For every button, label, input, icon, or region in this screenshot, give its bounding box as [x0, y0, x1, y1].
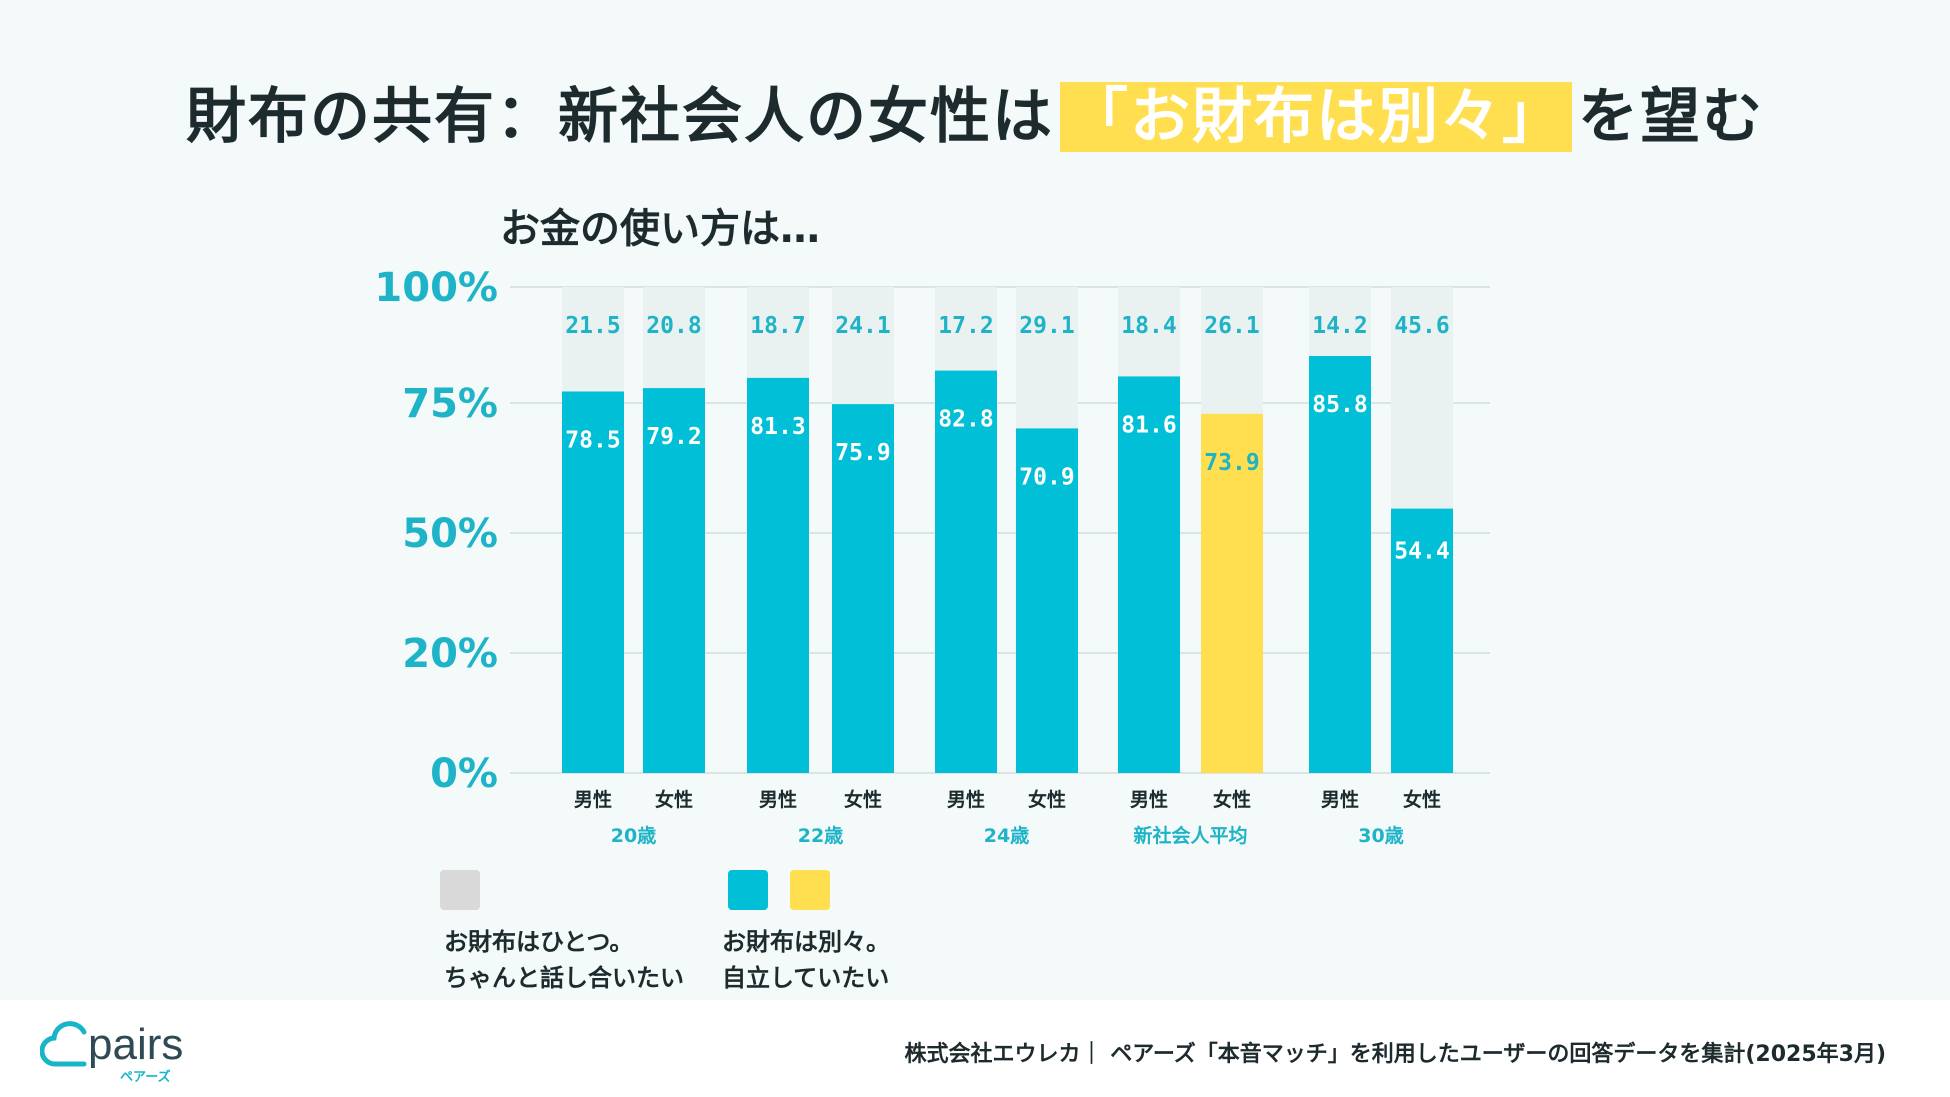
- data-label-separate: 73.9: [1204, 450, 1259, 476]
- x-group-label: 30歳: [1358, 825, 1403, 847]
- x-tick-label-gender: 女性: [1028, 788, 1066, 811]
- x-tick-label-gender: 女性: [844, 788, 882, 811]
- bar-segment-separate: [562, 391, 624, 773]
- bar-segment-separate: [832, 404, 894, 773]
- chart-subtitle: お金の使い方は…: [500, 206, 820, 252]
- legend-label-one: お財布はひとつ。 ちゃんと話し合いたい: [444, 924, 684, 996]
- data-label-separate: 85.8: [1312, 392, 1367, 418]
- bar-segment-one: [562, 287, 624, 392]
- data-label-separate: 82.8: [938, 407, 993, 433]
- title-highlight: 「お財布は別々」: [1060, 82, 1572, 152]
- legend-one-line2: ちゃんと話し合いたい: [444, 964, 684, 992]
- legend-swatch-one: [440, 870, 480, 910]
- title-after: を望む: [1578, 82, 1764, 152]
- data-label-separate: 75.9: [835, 440, 890, 466]
- data-label-one: 18.7: [750, 313, 805, 339]
- data-label-separate: 78.5: [565, 427, 620, 453]
- legend-separate-line2: 自立していたい: [722, 964, 890, 992]
- x-tick-label-gender: 女性: [1403, 788, 1441, 811]
- x-tick-label-gender: 男性: [759, 788, 797, 811]
- legend-label-separate: お財布は別々。 自立していたい: [722, 924, 890, 996]
- data-label-separate: 81.3: [750, 414, 805, 440]
- x-tick-label-gender: 男性: [1130, 788, 1168, 811]
- bar-segment-separate: [747, 377, 809, 773]
- x-tick-label-gender: 男性: [947, 788, 985, 811]
- bar-segment-one: [1201, 287, 1263, 414]
- source-note: 株式会社エウレカ｜ ペアーズ「本音マッチ」を利用したユーザーの回答データを集計(…: [904, 1042, 1886, 1067]
- legend-swatch-separate: [728, 870, 768, 910]
- bar-segment-one: [1309, 287, 1371, 357]
- bar-segment-separate: [1391, 508, 1453, 773]
- x-tick-label-gender: 女性: [1213, 788, 1251, 811]
- legend-one-line1: お財布はひとつ。: [444, 928, 634, 956]
- data-label-one: 21.5: [565, 313, 620, 339]
- page-title: 財布の共有：新社会人の女性は 「お財布は別々」 を望む: [0, 68, 1950, 155]
- pairs-cloud-icon: [40, 1021, 87, 1067]
- y-tick-label: 100%: [374, 265, 498, 311]
- data-label-one: 26.1: [1204, 313, 1259, 339]
- x-group-label: 24歳: [984, 825, 1029, 847]
- bar-segment-one: [1118, 287, 1180, 377]
- bar-segment-separate: [1118, 376, 1180, 773]
- x-tick-label-gender: 女性: [655, 788, 693, 811]
- legend-separate-line1: お財布は別々。: [722, 928, 890, 956]
- title-before: 財布の共有：新社会人の女性は: [186, 82, 1054, 152]
- bar-segment-one: [1016, 287, 1078, 429]
- logo-subtext: ペアーズ: [120, 1070, 171, 1085]
- data-label-one: 29.1: [1019, 313, 1074, 339]
- data-label-one: 17.2: [938, 313, 993, 339]
- x-group-label: 20歳: [611, 825, 656, 847]
- data-label-one: 14.2: [1312, 313, 1367, 339]
- bar-segment-one: [643, 287, 705, 389]
- y-tick-label: 0%: [430, 751, 498, 797]
- x-group-label: 新社会人平均: [1133, 824, 1247, 847]
- legend-swatch-highlight: [790, 870, 830, 910]
- y-tick-label: 20%: [402, 631, 498, 677]
- footer-bar: [0, 1000, 1950, 1097]
- bar-segment-one: [832, 287, 894, 405]
- bar-segment-one: [1391, 287, 1453, 509]
- data-label-separate: 54.4: [1394, 539, 1449, 565]
- bar-segment-separate: [643, 388, 705, 773]
- data-label-one: 20.8: [646, 313, 701, 339]
- data-label-separate: 81.6: [1121, 412, 1176, 438]
- bar-segment-one: [747, 287, 809, 378]
- y-tick-label: 75%: [402, 381, 498, 427]
- logo-text: pairs: [88, 1020, 184, 1069]
- bar-segment-separate: [935, 370, 997, 773]
- x-tick-label-gender: 男性: [1321, 788, 1359, 811]
- bar-segment-separate: [1016, 428, 1078, 773]
- data-label-separate: 79.2: [646, 424, 701, 450]
- data-label-separate: 70.9: [1019, 464, 1074, 490]
- data-label-one: 45.6: [1394, 313, 1449, 339]
- bar-segment-separate: [1309, 356, 1371, 773]
- y-tick-label: 50%: [402, 511, 498, 557]
- x-tick-label-gender: 男性: [574, 788, 612, 811]
- bar-segment-one: [935, 287, 997, 371]
- data-label-one: 18.4: [1121, 313, 1176, 339]
- bar-segment-separate: [1201, 413, 1263, 773]
- data-label-one: 24.1: [835, 313, 890, 339]
- bar-chart: 0% 20% 50% 75% 100% 21.5 78.5 男性 20.8 79.2 女性 20歳 18…: [374, 265, 1490, 847]
- x-group-label: 22歳: [798, 825, 843, 847]
